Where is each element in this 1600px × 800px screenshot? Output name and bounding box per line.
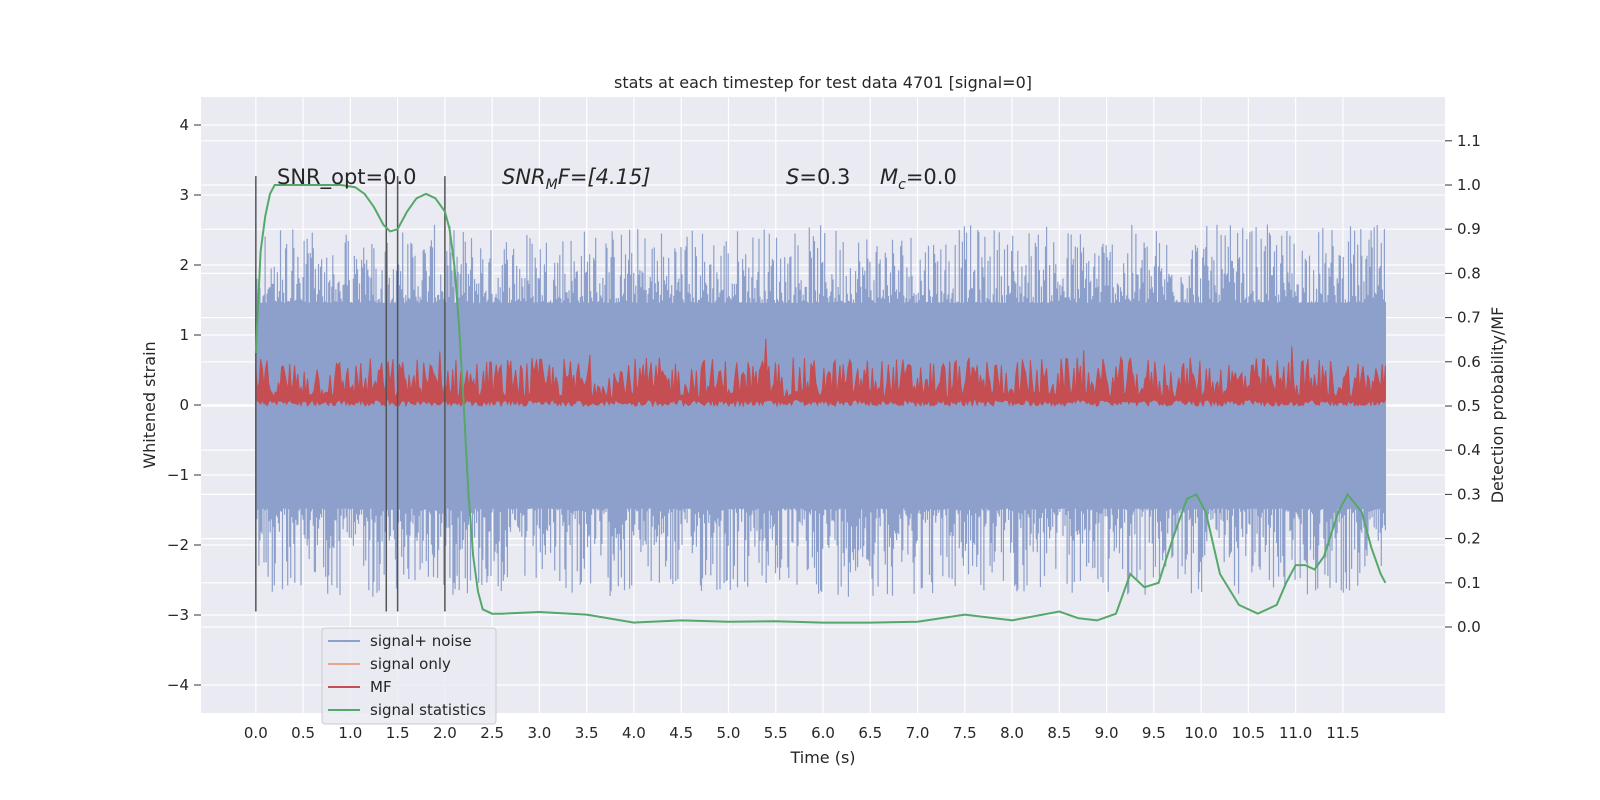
y-left-tick-label: 3: [179, 186, 189, 204]
annotation-mc-value: =0.0: [906, 165, 957, 189]
legend-label-signal-statistics: signal statistics: [370, 701, 486, 719]
x-tick-label: 0.5: [291, 724, 315, 742]
y-left-tick-label: 1: [179, 326, 189, 344]
x-tick-label: 7.5: [953, 724, 977, 742]
x-tick-label: 10.5: [1232, 724, 1265, 742]
legend-box: [321, 627, 497, 725]
x-axis-label: Time (s): [789, 748, 855, 767]
y-right-tick-label: 0.7: [1457, 309, 1481, 327]
annotation-snr-opt: SNR_opt=0.0: [277, 165, 417, 190]
y-left-tick-label: 2: [179, 256, 189, 274]
y-axis-right-label: Detection probability/MF: [1488, 307, 1507, 504]
x-tick-label: 9.0: [1095, 724, 1119, 742]
y-left-tick-label: 4: [179, 116, 189, 134]
annotation-s: S=0.3: [786, 165, 850, 189]
chart-title: stats at each timestep for test data 470…: [614, 73, 1032, 92]
x-tick-label: 11.0: [1279, 724, 1312, 742]
x-tick-label: 6.0: [811, 724, 835, 742]
y-right-tick-label: 0.1: [1457, 574, 1481, 592]
y-right-tick-label: 0.2: [1457, 530, 1481, 548]
annotation-snr-mf-part-a: SNR: [502, 165, 546, 189]
x-tick-label: 0.0: [244, 724, 268, 742]
y-left-axis-ticks: −4 −3 −2 −1 0 1 2 3 4: [167, 116, 201, 694]
y-right-tick-label: 0.9: [1457, 220, 1481, 238]
legend-label-signal-noise: signal+ noise: [370, 632, 472, 650]
x-tick-label: 5.5: [764, 724, 788, 742]
y-right-tick-label: 0.3: [1457, 485, 1481, 503]
annotation-snr-mf: SNRMF=[4.15]: [502, 165, 651, 193]
x-tick-label: 10.0: [1184, 724, 1217, 742]
y-right-tick-label: 1.1: [1457, 132, 1481, 150]
x-tick-label: 8.5: [1047, 724, 1071, 742]
x-tick-label: 6.5: [858, 724, 882, 742]
legend-label-signal-only: signal only: [370, 655, 451, 673]
x-tick-label: 2.0: [433, 724, 457, 742]
y-left-tick-label: −4: [167, 676, 189, 694]
series-mf: [255, 338, 1386, 408]
x-tick-label: 1.5: [386, 724, 410, 742]
x-tick-label: 11.5: [1326, 724, 1359, 742]
x-tick-label: 1.0: [338, 724, 362, 742]
y-right-tick-label: 0.6: [1457, 353, 1481, 371]
x-axis-ticks: 0.0 0.5 1.0 1.5 2.0 2.5 3.0 3.5 4.0 4.5 5.0 5.5 6.0 6…: [244, 724, 1360, 742]
x-tick-label: 4.5: [669, 724, 693, 742]
x-tick-label: 7.0: [906, 724, 930, 742]
y-right-tick-label: 0.4: [1457, 441, 1481, 459]
y-right-tick-label: 1.0: [1457, 176, 1481, 194]
annotation-s-value: =0.3: [799, 165, 850, 189]
x-tick-label: 3.5: [575, 724, 599, 742]
annotation-s-symbol: S: [786, 165, 799, 189]
y-right-tick-label: 0.8: [1457, 264, 1481, 282]
x-tick-label: 3.0: [527, 724, 551, 742]
annotation-snr-mf-part-b: F=[4.15]: [558, 165, 651, 189]
annotation-mc-symbol: M: [880, 165, 898, 189]
y-right-tick-label: 0.0: [1457, 618, 1481, 636]
annotation-mc: Mc=0.0: [880, 165, 957, 193]
vertical-markers: [255, 176, 446, 612]
x-tick-label: 9.5: [1142, 724, 1166, 742]
x-tick-label: 8.0: [1000, 724, 1024, 742]
y-left-tick-label: 0: [179, 396, 189, 414]
x-tick-label: 5.0: [717, 724, 741, 742]
y-left-tick-label: −3: [167, 606, 189, 624]
x-tick-label: 4.0: [622, 724, 646, 742]
annotation-mc-subscript: c: [898, 177, 906, 193]
mf-band: [255, 338, 1386, 408]
y-right-axis-ticks: 0.0 0.1 0.2 0.3 0.4 0.5 0.6 0.7 0.8 0.9 1.0 1.1: [1445, 132, 1481, 636]
legend: signal+ noise signal only MF signal stat…: [321, 627, 497, 725]
annotation-snr-mf-subscript: M: [546, 177, 558, 193]
y-left-tick-label: −2: [167, 536, 189, 554]
y-left-tick-label: −1: [167, 466, 189, 484]
y-right-tick-label: 0.5: [1457, 397, 1481, 415]
signal-statistics-line: [254, 184, 1387, 624]
series-signal-statistics: [254, 184, 1387, 624]
x-tick-label: 2.5: [480, 724, 504, 742]
legend-label-mf: MF: [370, 678, 392, 696]
y-axis-left-label: Whitened strain: [140, 341, 159, 468]
